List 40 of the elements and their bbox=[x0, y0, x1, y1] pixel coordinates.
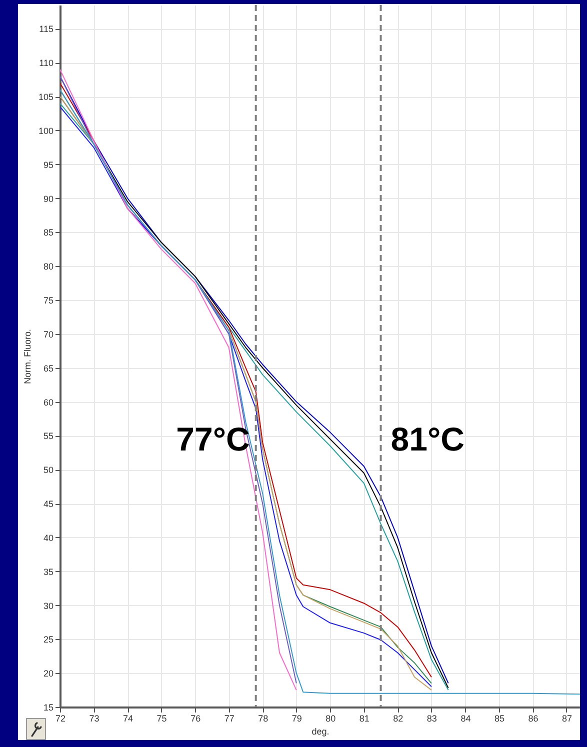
x-tick-label: 85 bbox=[494, 714, 504, 724]
y-tick-label: 35 bbox=[43, 566, 54, 577]
x-tick-label: 73 bbox=[89, 714, 100, 724]
ref-line-label: 81°C bbox=[390, 420, 465, 458]
y-tick-label: 65 bbox=[43, 363, 54, 374]
x-tick-label: 78 bbox=[258, 714, 268, 724]
x-tick-label: 82 bbox=[393, 714, 404, 724]
x-tick-label: 87 bbox=[562, 714, 572, 724]
y-tick-label: 75 bbox=[43, 296, 54, 306]
y-tick-label: 30 bbox=[43, 600, 54, 611]
x-tick-label: 80 bbox=[326, 714, 336, 724]
y-tick-label: 110 bbox=[39, 58, 54, 68]
y-tick-label: 115 bbox=[39, 24, 54, 34]
x-tick-label: 83 bbox=[426, 714, 437, 724]
y-tick-label: 50 bbox=[43, 465, 54, 476]
x-tick-label: 76 bbox=[190, 714, 201, 724]
y-tick-label: 105 bbox=[38, 92, 54, 102]
x-tick-label: 84 bbox=[460, 714, 471, 724]
y-tick-label: 60 bbox=[43, 397, 54, 408]
y-tick-label: 80 bbox=[43, 262, 54, 272]
y-tick-label: 15 bbox=[43, 702, 54, 712]
x-tick-label: 81 bbox=[359, 714, 370, 724]
y-tick-label: 20 bbox=[43, 668, 54, 679]
y-tick-label: 25 bbox=[43, 634, 54, 645]
x-tick-label: 74 bbox=[123, 714, 134, 724]
x-axis-title: deg. bbox=[312, 726, 330, 736]
x-tick-label: 77 bbox=[224, 714, 234, 724]
y-axis-title: Norm. Fluoro. bbox=[22, 328, 32, 384]
x-tick-label: 79 bbox=[292, 714, 302, 724]
y-tick-label: 85 bbox=[43, 228, 54, 238]
x-tick-label: 86 bbox=[528, 714, 538, 724]
y-tick-label: 40 bbox=[43, 532, 54, 543]
y-tick-label: 100 bbox=[38, 126, 54, 136]
x-tick-label: 75 bbox=[156, 714, 167, 724]
y-tick-label: 55 bbox=[43, 431, 54, 442]
x-tick-label: 72 bbox=[55, 714, 66, 724]
y-tick-label: 45 bbox=[43, 499, 54, 510]
y-tick-label: 70 bbox=[43, 329, 54, 340]
y-tick-label: 90 bbox=[43, 194, 54, 204]
y-tick-label: 95 bbox=[43, 160, 54, 170]
